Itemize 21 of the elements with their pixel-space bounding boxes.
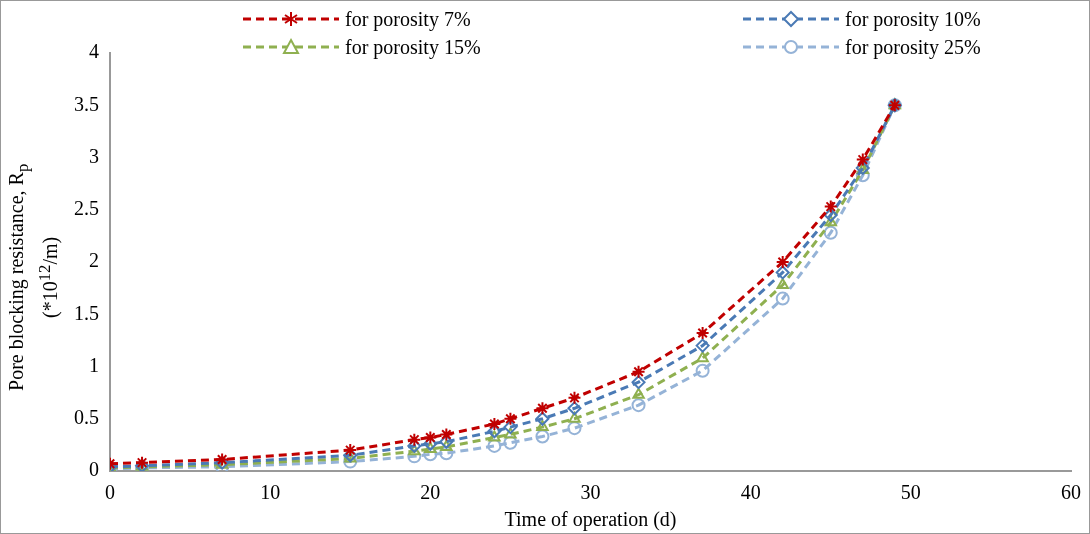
y-tick-label: 2.5 [74,197,99,219]
y-tick-label: 1.5 [74,301,99,324]
y-tick-label: 3 [89,144,99,167]
x-tick-label: 0 [105,481,115,504]
x-tick-label: 60 [1061,481,1081,504]
y-tick-label: 1 [89,353,99,376]
y-tick-label: 0 [89,458,99,481]
x-tick-label: 30 [580,481,601,504]
legend-label: for porosity 10% [845,7,981,33]
x-tick-label: 20 [420,481,441,504]
y-tick-label: 4 [89,40,99,63]
legend-label: for porosity 7% [345,7,471,33]
x-tick-label: 10 [260,481,281,504]
y-tick-label: 2 [89,249,99,272]
y-tick-label: 0.5 [74,406,99,428]
x-axis-title: Time of operation (d) [504,508,677,532]
legend-label: for porosity 15% [345,35,481,61]
x-tick-label: 50 [900,481,921,504]
y-tick-label: 3.5 [74,92,99,115]
x-tick-label: 40 [740,481,761,504]
legend-label: for porosity 25% [845,35,981,61]
